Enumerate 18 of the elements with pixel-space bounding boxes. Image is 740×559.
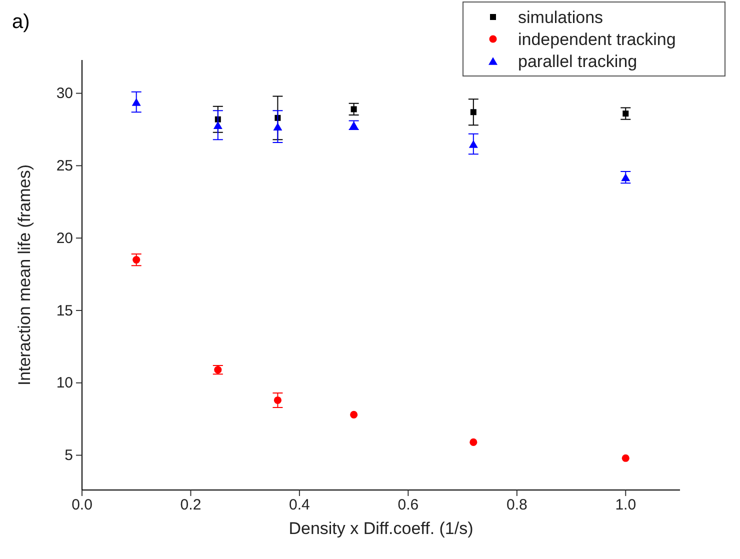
x-tick-label: 0.6 [398,496,419,514]
x-tick-label: 0.2 [180,496,202,514]
x-axis-title: Density x Diff.coeff. (1/s) [288,519,474,538]
y-tick-label: 20 [56,230,73,247]
x-tick-label: 1.0 [615,496,636,514]
x-tick-label: 0.8 [506,496,528,514]
y-axis-title: Interaction mean life (frames) [15,164,34,386]
legend-label: independent tracking [518,30,676,49]
y-tick-label: 10 [56,374,73,392]
text: a) [12,11,30,33]
x-tick-label: 0.4 [289,496,310,514]
legend-label: simulations [518,8,604,27]
y-tick-label: 25 [56,157,73,174]
legend-label: parallel tracking [518,52,638,71]
y-tick-label: 15 [56,302,73,320]
y-tick-label: 5 [64,447,73,464]
y-tick-label: 30 [56,85,73,102]
x-tick-label: 0.0 [72,496,92,514]
